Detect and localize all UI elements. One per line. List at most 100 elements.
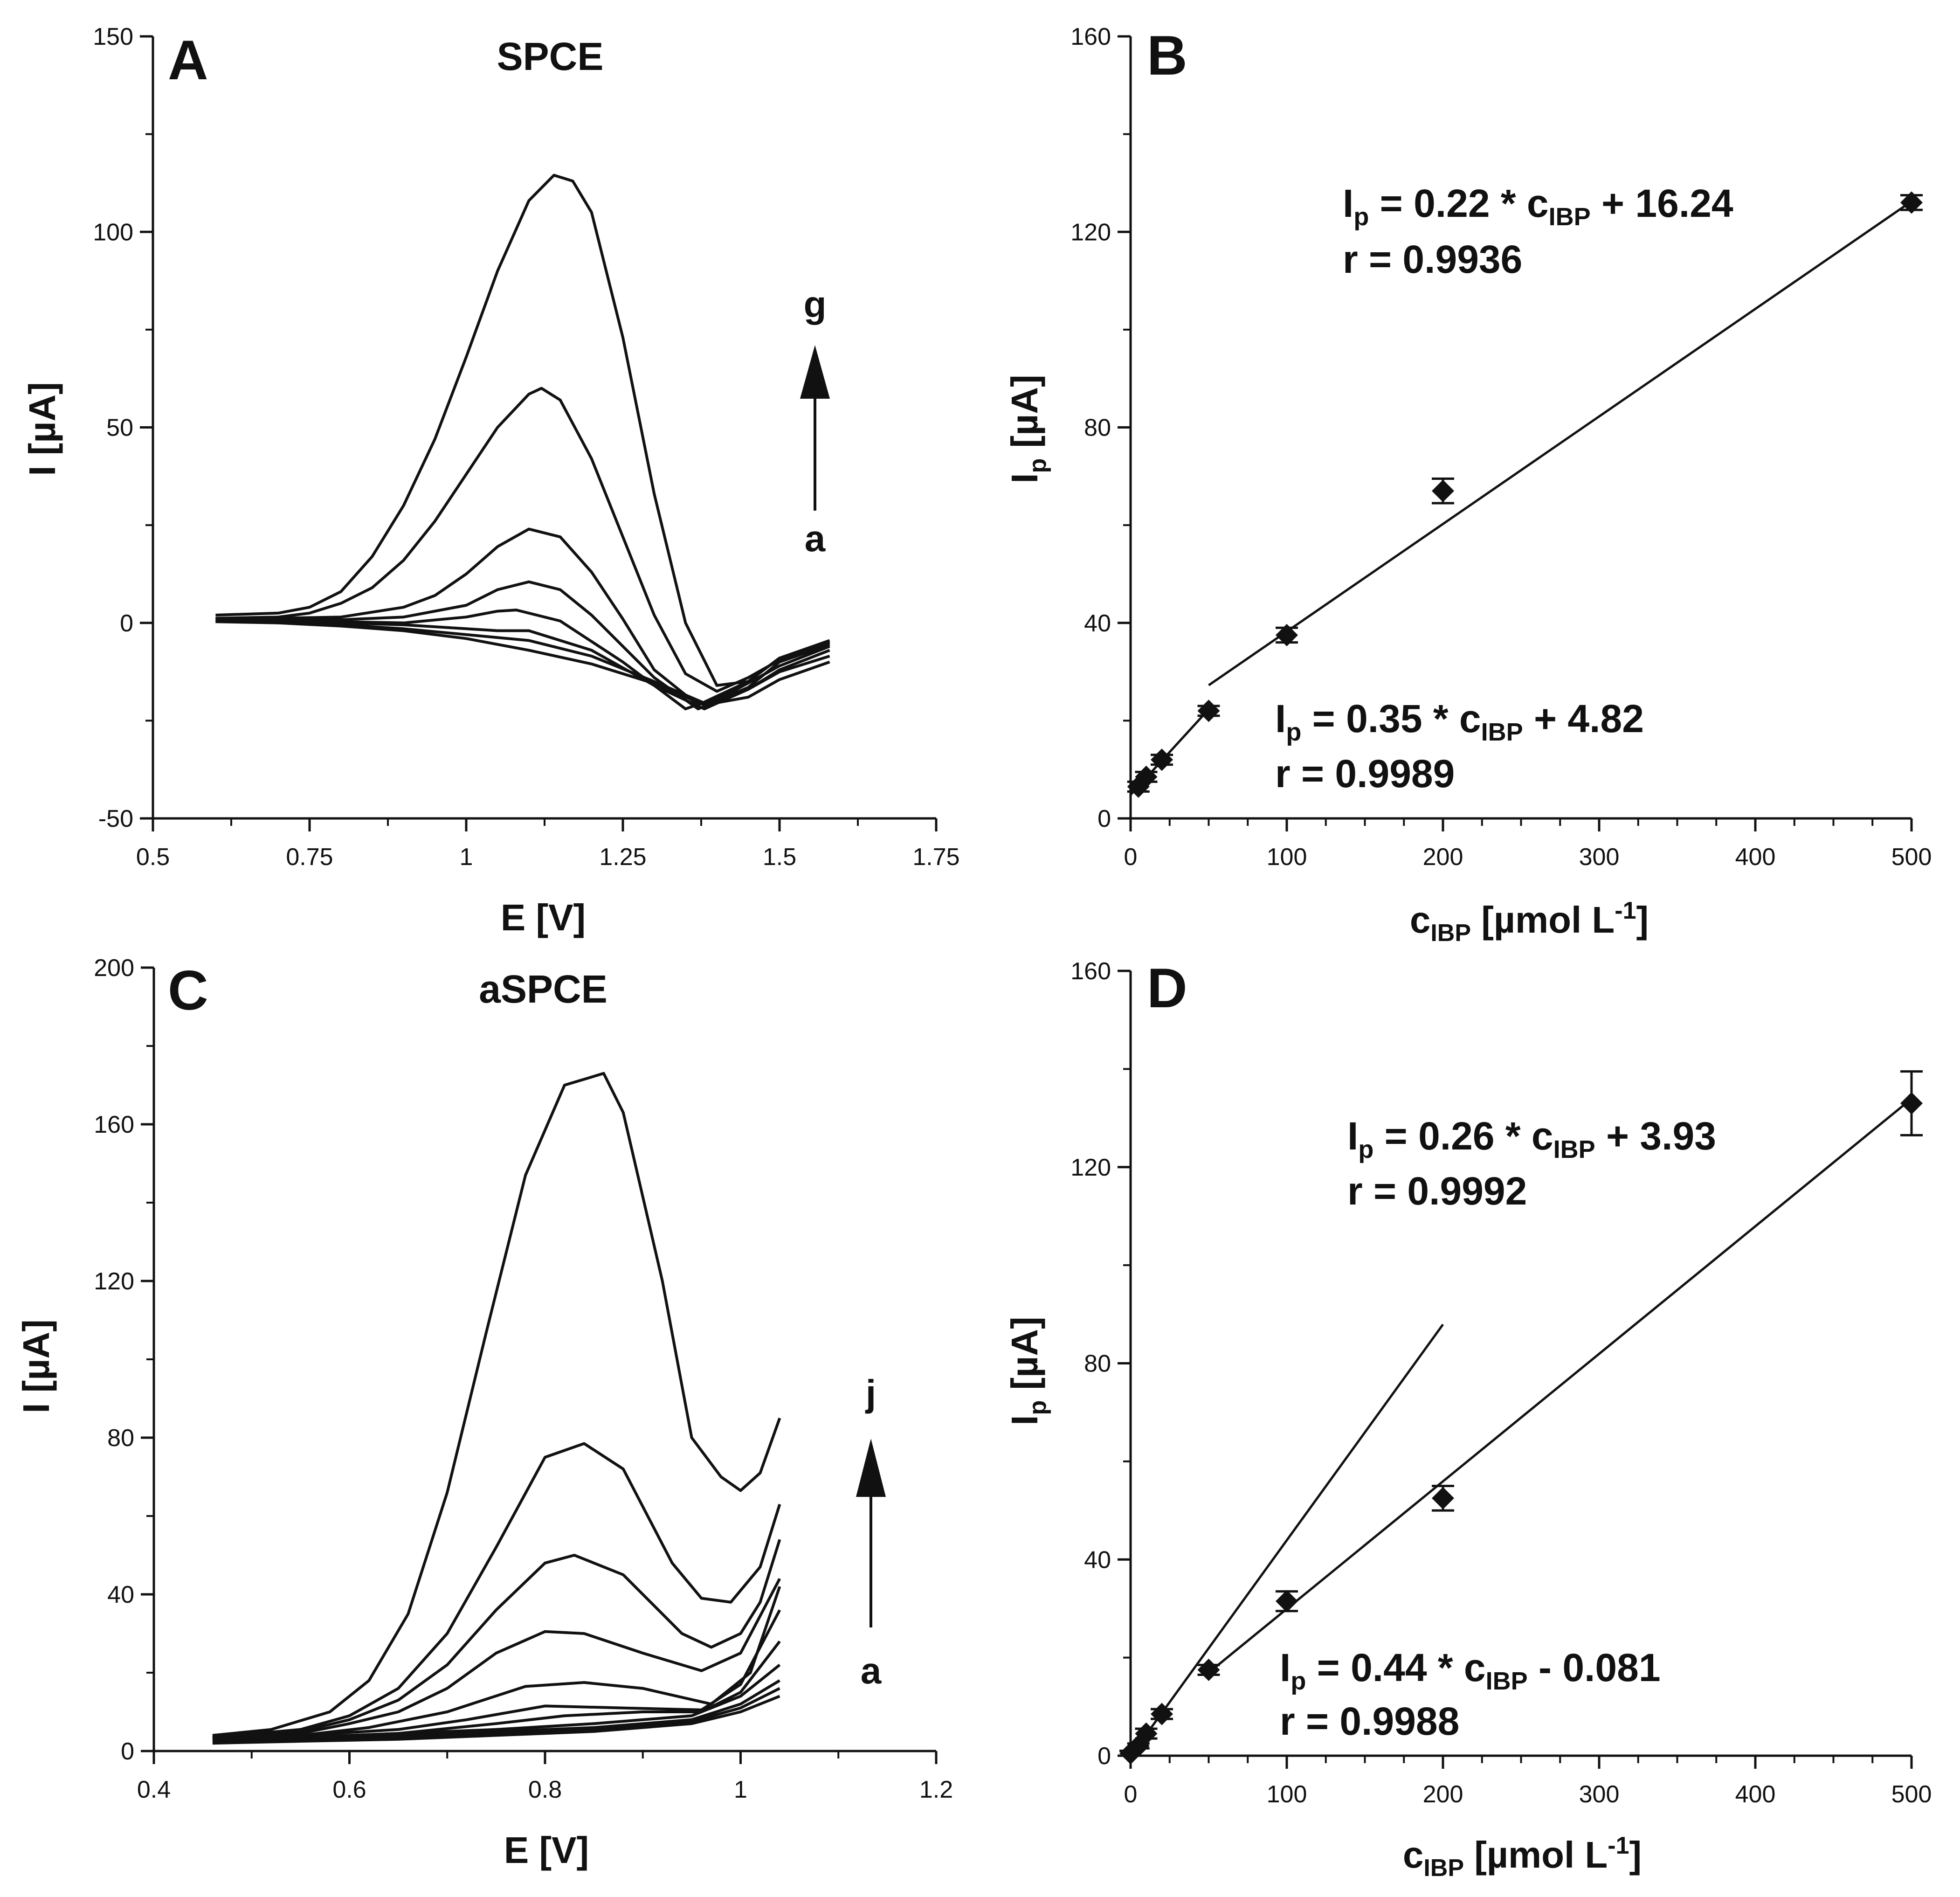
panel-d-x-tick-label: 400 [1735, 1781, 1776, 1808]
panel-d-y-tick-label: 0 [1097, 1743, 1111, 1770]
panel-a-y-tick-label: 0 [120, 610, 133, 637]
panel-c-ylabel: I [µA] [15, 1319, 57, 1413]
panel-d-fit-line-0 [1129, 1323, 1444, 1757]
panel-d-ylabel-rest: [µA] [1004, 1316, 1045, 1400]
panel-b-data-point [1197, 699, 1220, 722]
panel-c-y-tick-label: 200 [94, 955, 134, 982]
panel-c-series-line-8 [212, 1539, 781, 1739]
panel-a-ylabel: I [µA] [21, 382, 63, 476]
panel-b-eq1-line1: Ip = 0.22 * cIBP + 16.24 [1343, 181, 1733, 231]
panel-d-eq2-sub2: IBP [1486, 1667, 1528, 1695]
panel-b-plot: 0 40 80 120 160 0 100 200 300 400 500 [1070, 23, 1932, 871]
panel-c-plot: 0 40 80 120 160 200 0.4 0.6 0.8 1 1.2 [94, 955, 953, 1803]
panel-a-x-tick-label: 0.5 [136, 844, 170, 871]
panel-a: -50 0 50 100 150 0.5 0.75 1 1.25 1.5 1.75 A SPCE E… [21, 23, 960, 938]
panel-d-eq1-line1: Ip = 0.26 * cIBP + 3.93 [1347, 1114, 1716, 1163]
panel-d-eq1-sub2: IBP [1553, 1135, 1595, 1163]
panel-c-y-tick-label: 160 [94, 1111, 134, 1138]
panel-b-data-point [1151, 748, 1173, 771]
panel-b-x-tick-label: 300 [1579, 844, 1620, 871]
panel-b-eq2-post: + 4.82 [1523, 697, 1644, 741]
panel-a-x-tick-label: 0.75 [286, 844, 333, 871]
panel-b-eq2-r: r = 0.9989 [1275, 752, 1455, 796]
panel-a-y-tick-label: 100 [93, 219, 133, 246]
panel-c-xlabel: E [V] [504, 1829, 589, 1871]
panel-d-eq2-sub: p [1291, 1667, 1306, 1695]
panel-b-y-tick-label: 120 [1070, 219, 1111, 246]
panel-a-plot: -50 0 50 100 150 0.5 0.75 1 1.25 1.5 1.75 [93, 23, 959, 871]
panel-b-xlabel-rest: [µmol L [1471, 899, 1615, 941]
panel-d-eq1-mid: = 0.26 * c [1373, 1114, 1553, 1158]
panel-b-xlabel-end: ] [1636, 899, 1649, 941]
panel-d-ylabel-sub: p [1024, 1400, 1051, 1415]
panel-d-eq1-sub: p [1358, 1135, 1373, 1163]
panel-a-y-tick-label: 150 [93, 23, 133, 50]
panel-b-x-tick-label: 500 [1891, 844, 1932, 871]
panel-b-y-tick-label: 80 [1084, 415, 1111, 442]
panel-b-xlabel-sub: IBP [1430, 920, 1471, 947]
panel-c-x-tick-label: 1.2 [919, 1776, 953, 1803]
panel-d-x-tick-label: 500 [1891, 1781, 1932, 1808]
panel-d-data-point [1276, 1590, 1298, 1613]
panel-c-series-line-7 [212, 1578, 781, 1739]
panel-b-eq1-r: r = 0.9936 [1343, 237, 1522, 281]
panel-b-x-tick-label: 200 [1423, 844, 1463, 871]
panel-a-title: SPCE [497, 35, 604, 78]
panel-a-letter: A [168, 29, 208, 91]
panel-d-xlabel: cIBP [µmol L-1] [1403, 1832, 1642, 1882]
panel-d-data-point [1197, 1658, 1220, 1681]
panel-b-fit-line-1 [1208, 200, 1912, 686]
panel-d-plot: 0 40 80 120 160 0 100 200 300 400 500 [1070, 958, 1932, 1808]
panel-c-title: aSPCE [479, 967, 607, 1011]
panel-c-series-line-10 [212, 1072, 781, 1737]
panel-d-fit-line-1 [1208, 1098, 1912, 1674]
panel-a-y-tick-label: -50 [98, 805, 133, 832]
panel-a-series-line-6 [215, 387, 830, 693]
panel-b-y-tick-label: 0 [1097, 805, 1111, 832]
panel-a-series-line-5 [215, 527, 830, 706]
panel-d-eq1-r: r = 0.9992 [1347, 1169, 1527, 1213]
panel-c-x-tick-label: 1 [734, 1776, 747, 1803]
panel-b-y-tick-label: 40 [1084, 610, 1111, 637]
panel-d-ylabel: Ip [µA] [1004, 1316, 1051, 1425]
panel-a-x-tick-label: 1.5 [763, 844, 796, 871]
panel-b-ylabel-sub: p [1024, 458, 1051, 473]
panel-d-y-tick-label: 40 [1084, 1546, 1111, 1573]
panel-c-y-tick-label: 40 [107, 1581, 134, 1608]
panel-b-eq1-sub: p [1353, 203, 1369, 231]
panel-d-xlabel-sup: -1 [1608, 1832, 1629, 1859]
panel-b-eq2-mid: = 0.35 * c [1301, 697, 1481, 741]
panel-d-data-point [1135, 1722, 1158, 1745]
panel-b-letter: B [1147, 24, 1187, 87]
panel-b-eq2-sub: p [1286, 718, 1301, 746]
panel-d-eq1-i: I [1347, 1114, 1358, 1158]
panel-d-letter: D [1147, 957, 1187, 1019]
panel-b-xlabel-main: c [1410, 899, 1431, 941]
panel-b-eq1-sub2: IBP [1549, 203, 1591, 231]
panel-b-data-point [1900, 191, 1923, 214]
panel-a-xlabel: E [V] [501, 897, 586, 938]
panel-b-eq1-post: + 16.24 [1591, 181, 1733, 225]
panel-c: 0 40 80 120 160 200 0.4 0.6 0.8 1 1.2 C aSPCE E [V… [15, 955, 953, 1871]
panel-d-eq1-post: + 3.93 [1595, 1114, 1716, 1158]
panel-a-arrow-top-label: g [804, 284, 827, 325]
panel-a-x-tick-label: 1.25 [599, 844, 646, 871]
panel-b-xlabel-sup: -1 [1615, 897, 1636, 924]
panel-a-series-line-4 [215, 580, 830, 711]
panel-b-ylabel-main: I [1004, 473, 1045, 483]
panel-d-xlabel-rest: [µmol L [1464, 1834, 1608, 1876]
panel-d-data-point [1900, 1092, 1923, 1115]
panel-b-ylabel-rest: [µA] [1004, 374, 1045, 458]
panel-c-x-tick-label: 0.8 [528, 1776, 562, 1803]
panel-a-x-tick-label: 1.75 [912, 844, 959, 871]
panel-d-y-tick-label: 120 [1070, 1154, 1111, 1181]
panel-a-series-line-2 [215, 619, 830, 711]
panel-c-y-tick-label: 80 [107, 1425, 134, 1452]
panel-b-ylabel: Ip [µA] [1004, 374, 1051, 483]
panel-c-series-line-4 [212, 1640, 781, 1741]
panel-b-data-point [1432, 479, 1454, 502]
panel-a-x-tick-label: 1 [460, 844, 473, 871]
panel-d-x-tick-label: 300 [1579, 1781, 1620, 1808]
